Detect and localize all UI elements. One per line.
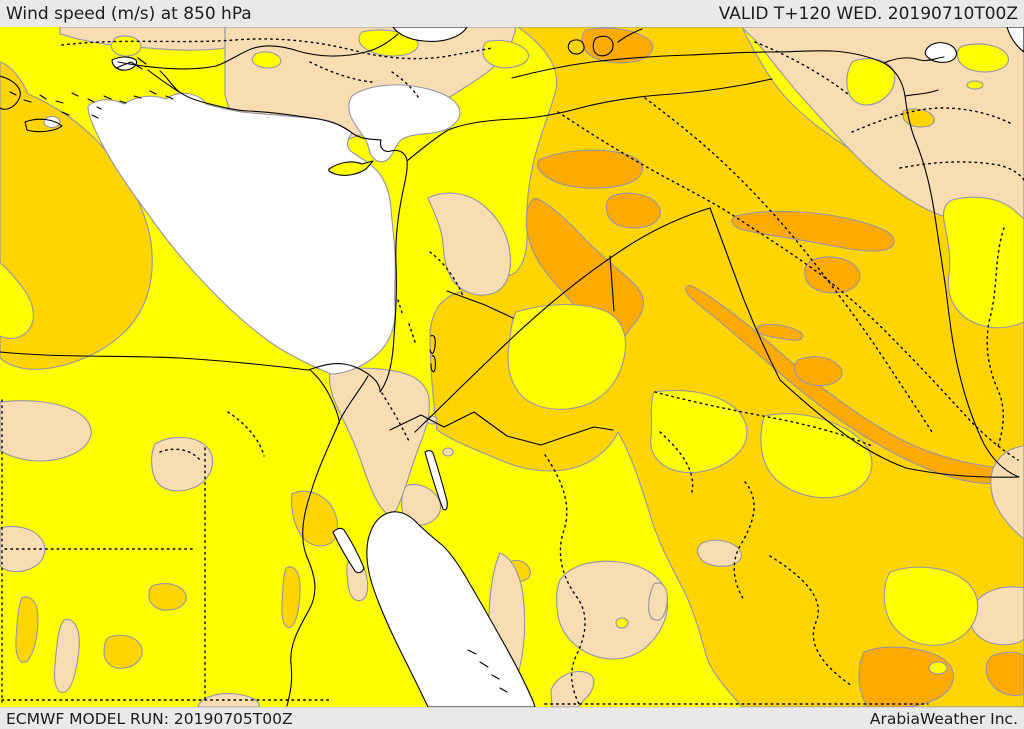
map-title: Wind speed (m/s) at 850 hPa [6,3,252,24]
cyprus-island [328,160,374,176]
euphrates-river [557,111,1019,461]
lake-ne [924,42,957,63]
aegean-islands [9,90,174,119]
north-anatolia-caucasus-line [511,50,917,143]
iran-border [915,141,1020,478]
sea-white-bodies [111,27,1024,707]
attribution-label: ArabiaWeather Inc. [869,709,1018,728]
map-area [0,27,1024,707]
saudi-iraq-border-west [414,207,711,433]
egypt-israel-border [381,392,410,442]
caucasus-branch-1 [883,56,945,64]
valid-time-label: VALID T+120 WED. 20190710T00Z [718,3,1018,24]
jordan-iraq-stub [609,255,615,312]
mediterranean-levant-coastline [0,70,408,393]
turkey-syria-border [406,78,773,162]
nile-river [286,375,369,707]
gulf-of-aqaba [424,450,448,511]
ne-turkey-lakes [567,28,643,57]
dotted-borders-and-rivers [1,38,1024,707]
tigris-river [644,97,933,433]
caucasus-branch-2 [904,89,939,97]
jordan-saudi-zigzag [389,411,614,446]
dardanelles-bosporus [115,57,147,70]
wind-band-yellow-patches [110,29,1024,675]
model-run-label: ECMWF MODEL RUN: 20190705T00Z [6,709,293,728]
wind-band-orange-regions [525,27,1024,707]
red-sea [366,511,536,707]
gulf-of-suez [332,527,365,574]
wind-band-gold-patch-ne [902,108,935,128]
caspian-corner [1006,27,1024,53]
black-sea-coastline [117,33,399,70]
black-sea-edge [392,27,468,42]
header-bar: Wind speed (m/s) at 850 hPa VALID T+120 … [0,0,1024,27]
egypt-sudan-border [1,699,929,705]
wind-band-calm-regions [43,84,461,375]
greece-coast [0,69,180,110]
syria-jordan-stub [446,290,514,319]
crete-island [24,118,63,133]
footer-bar: ECMWF MODEL RUN: 20190705T00Z ArabiaWeat… [0,707,1024,729]
wind-speed-map [0,27,1024,707]
wind-band-gold-regions [0,27,1024,707]
dead-sea [429,334,436,373]
coastlines-and-borders [0,28,1020,707]
saudi-iraq-border-east [709,207,1020,478]
red-sea-islands [467,649,508,693]
